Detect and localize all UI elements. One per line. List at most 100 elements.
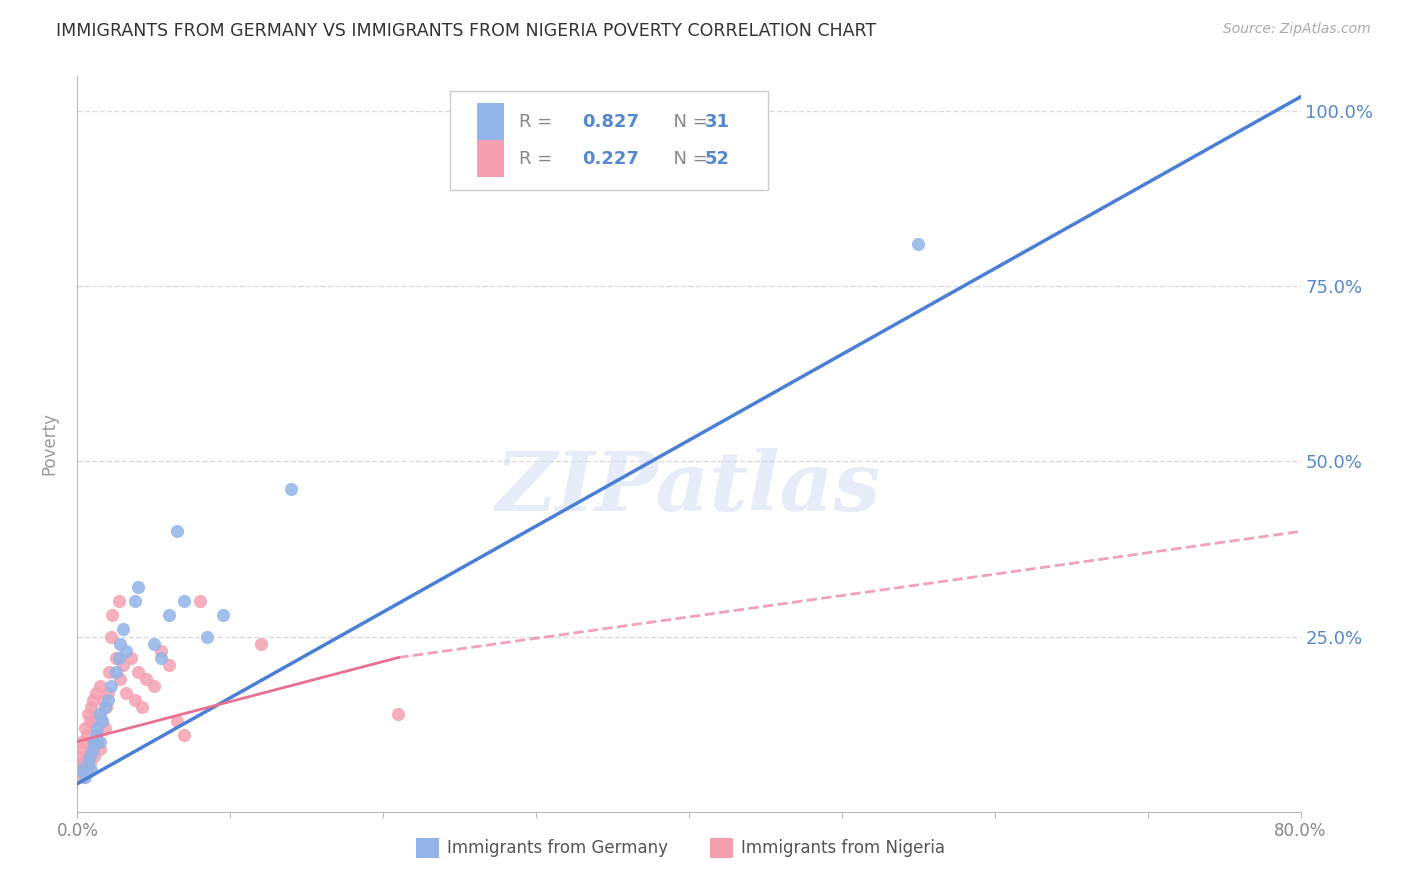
Point bbox=[107, 650, 129, 665]
Point bbox=[90, 714, 112, 728]
Text: R =: R = bbox=[519, 150, 558, 168]
Point bbox=[98, 665, 121, 679]
Point bbox=[89, 741, 111, 756]
Point bbox=[100, 630, 122, 644]
Point bbox=[131, 699, 153, 714]
Point bbox=[67, 748, 90, 763]
FancyBboxPatch shape bbox=[450, 90, 769, 190]
Point bbox=[79, 748, 101, 763]
Point bbox=[142, 679, 165, 693]
Point bbox=[250, 636, 273, 650]
Point bbox=[96, 699, 118, 714]
Text: 52: 52 bbox=[704, 150, 730, 168]
Point bbox=[142, 636, 165, 650]
Point bbox=[157, 657, 180, 672]
Point bbox=[94, 721, 117, 735]
Point bbox=[77, 706, 100, 721]
Point bbox=[82, 734, 104, 748]
Text: N =: N = bbox=[662, 150, 713, 168]
Point bbox=[72, 770, 94, 784]
Point bbox=[70, 763, 93, 777]
Point bbox=[84, 728, 107, 742]
Point bbox=[76, 728, 98, 742]
Text: N =: N = bbox=[662, 112, 713, 130]
Point bbox=[907, 237, 929, 252]
Point bbox=[87, 706, 110, 721]
Point bbox=[195, 630, 218, 644]
Point bbox=[94, 699, 117, 714]
Point bbox=[104, 650, 127, 665]
Point bbox=[69, 756, 91, 770]
Point bbox=[120, 650, 142, 665]
Point bbox=[73, 721, 96, 735]
Point bbox=[72, 741, 94, 756]
Point bbox=[101, 608, 124, 623]
Text: 0.227: 0.227 bbox=[582, 150, 640, 168]
Point bbox=[97, 685, 120, 699]
FancyBboxPatch shape bbox=[477, 103, 505, 140]
Point bbox=[112, 623, 135, 637]
Point bbox=[79, 756, 101, 770]
Point bbox=[80, 699, 103, 714]
Point bbox=[89, 706, 111, 721]
Point bbox=[173, 594, 195, 608]
Point bbox=[157, 608, 180, 623]
Point bbox=[150, 643, 173, 657]
Point bbox=[82, 692, 104, 706]
Text: Immigrants from Nigeria: Immigrants from Nigeria bbox=[741, 839, 945, 857]
Point bbox=[173, 728, 195, 742]
Point bbox=[86, 734, 108, 748]
Point bbox=[104, 665, 127, 679]
FancyBboxPatch shape bbox=[477, 140, 505, 178]
Point bbox=[108, 636, 131, 650]
Point bbox=[73, 770, 96, 784]
Text: 0.827: 0.827 bbox=[582, 112, 640, 130]
Point bbox=[91, 692, 114, 706]
Point bbox=[84, 685, 107, 699]
Point bbox=[107, 594, 129, 608]
Point bbox=[112, 657, 135, 672]
Point bbox=[211, 608, 233, 623]
Point bbox=[79, 714, 101, 728]
Point bbox=[76, 763, 98, 777]
Text: 31: 31 bbox=[704, 112, 730, 130]
Point bbox=[124, 594, 146, 608]
Point bbox=[115, 685, 138, 699]
Point bbox=[73, 756, 96, 770]
Point bbox=[166, 524, 188, 539]
Y-axis label: Poverty: Poverty bbox=[41, 412, 59, 475]
Text: R =: R = bbox=[519, 112, 558, 130]
Point bbox=[82, 741, 104, 756]
Point bbox=[70, 763, 93, 777]
Point bbox=[188, 594, 211, 608]
Point bbox=[166, 714, 188, 728]
Point bbox=[124, 692, 146, 706]
Point bbox=[80, 763, 103, 777]
Point bbox=[83, 734, 105, 748]
Text: Immigrants from Germany: Immigrants from Germany bbox=[447, 839, 668, 857]
Point bbox=[135, 672, 157, 686]
Point bbox=[100, 679, 122, 693]
Point bbox=[127, 665, 149, 679]
FancyBboxPatch shape bbox=[416, 838, 439, 858]
Point bbox=[115, 643, 138, 657]
Point bbox=[108, 672, 131, 686]
Point bbox=[70, 734, 93, 748]
Point bbox=[83, 748, 105, 763]
Point bbox=[97, 692, 120, 706]
Text: ZIPatlas: ZIPatlas bbox=[496, 448, 882, 528]
Point bbox=[150, 650, 173, 665]
Point bbox=[83, 714, 105, 728]
Point bbox=[280, 483, 302, 497]
Point bbox=[89, 679, 111, 693]
Point bbox=[77, 756, 100, 770]
FancyBboxPatch shape bbox=[710, 838, 733, 858]
Point bbox=[86, 721, 108, 735]
Point bbox=[127, 581, 149, 595]
Point bbox=[84, 728, 107, 742]
Point bbox=[89, 734, 111, 748]
Point bbox=[387, 706, 409, 721]
Text: Source: ZipAtlas.com: Source: ZipAtlas.com bbox=[1223, 22, 1371, 37]
Point bbox=[80, 741, 103, 756]
Point bbox=[77, 748, 100, 763]
